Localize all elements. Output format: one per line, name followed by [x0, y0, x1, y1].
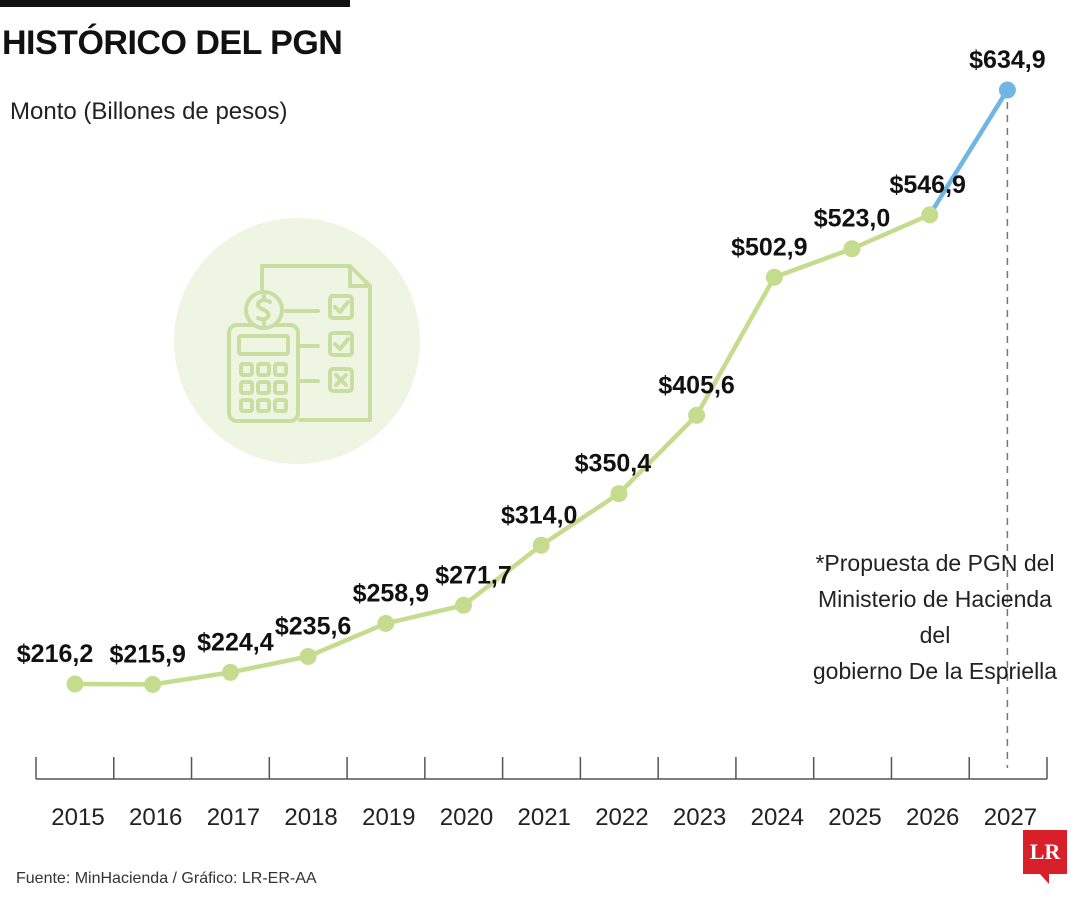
source-credit: Fuente: MinHacienda / Gráfico: LR-ER-AA — [16, 870, 317, 887]
x-tick-label-2021: 2021 — [518, 804, 571, 831]
value-label-2018: $235,6 — [275, 612, 351, 640]
footnote-line-2: Ministerio de Hacienda del — [818, 586, 1052, 648]
chart-title: HISTÓRICO DEL PGN — [2, 24, 343, 62]
value-label-2026: $546,9 — [889, 171, 965, 199]
x-tick-label-2027: 2027 — [984, 804, 1037, 831]
top-rule — [0, 0, 350, 7]
x-tick-label-2017: 2017 — [207, 804, 260, 831]
value-label-2017: $224,4 — [197, 628, 274, 656]
footnote-line-3: gobierno De la Espriella — [812, 658, 1058, 684]
data-point-2023 — [688, 406, 706, 424]
x-tick-label-2015: 2015 — [51, 804, 104, 831]
historic-line-segment — [538, 491, 622, 548]
value-label-2022: $350,4 — [575, 450, 652, 478]
historic-line-segment — [461, 543, 544, 608]
value-label-2023: $405,6 — [658, 371, 734, 399]
historic-line-segment — [150, 670, 233, 687]
value-label-2016: $215,9 — [109, 640, 185, 668]
data-point-2022 — [610, 485, 628, 503]
x-tick-label-2022: 2022 — [595, 804, 648, 831]
historic-line-segment — [383, 603, 466, 626]
chart-subtitle: Monto (Billones de pesos) — [10, 98, 288, 125]
lr-logo: LR — [1023, 830, 1067, 874]
x-tick-label-2024: 2024 — [751, 804, 804, 831]
proposal-footnote: *Propuesta de PGN del Ministerio de Haci… — [800, 545, 1070, 689]
historic-line-segment — [772, 246, 855, 280]
x-tick-label-2018: 2018 — [284, 804, 337, 831]
data-point-2024 — [765, 268, 783, 286]
data-point-2021 — [532, 536, 550, 554]
data-point-2019 — [377, 614, 395, 632]
x-tick-label-2025: 2025 — [828, 804, 881, 831]
historic-line-segment — [849, 212, 932, 251]
x-tick-label-2019: 2019 — [362, 804, 415, 831]
data-point-2027 — [998, 81, 1016, 99]
historic-line-segment — [305, 621, 389, 659]
data-point-2018 — [299, 647, 317, 665]
x-tick-label-2020: 2020 — [440, 804, 493, 831]
x-tick-label-2026: 2026 — [906, 804, 959, 831]
value-label-2020: $271,7 — [435, 561, 511, 589]
value-label-2025: $523,0 — [814, 205, 890, 233]
data-point-2017 — [221, 663, 239, 681]
data-point-2026 — [921, 206, 939, 224]
value-label-2019: $258,9 — [353, 579, 429, 607]
data-point-2016 — [144, 675, 162, 693]
x-tick-label-2016: 2016 — [129, 804, 182, 831]
proposal-line-segment — [927, 87, 1010, 218]
budget-document-calculator-icon — [174, 218, 420, 464]
lr-logo-tail — [1040, 874, 1049, 884]
historic-line-segment — [228, 654, 311, 675]
x-tick-label-2023: 2023 — [673, 804, 726, 831]
value-label-2027: $634,9 — [969, 46, 1045, 74]
value-label-2024: $502,9 — [731, 233, 807, 261]
historic-line-segment — [616, 413, 699, 496]
data-point-2015 — [66, 675, 84, 693]
value-label-2021: $314,0 — [501, 501, 577, 529]
historic-line-segment — [694, 275, 777, 418]
data-point-2020 — [455, 596, 472, 614]
footnote-line-1: *Propuesta de PGN del — [815, 550, 1055, 576]
value-label-2015: $216,2 — [17, 640, 93, 668]
data-point-2025 — [843, 240, 861, 258]
